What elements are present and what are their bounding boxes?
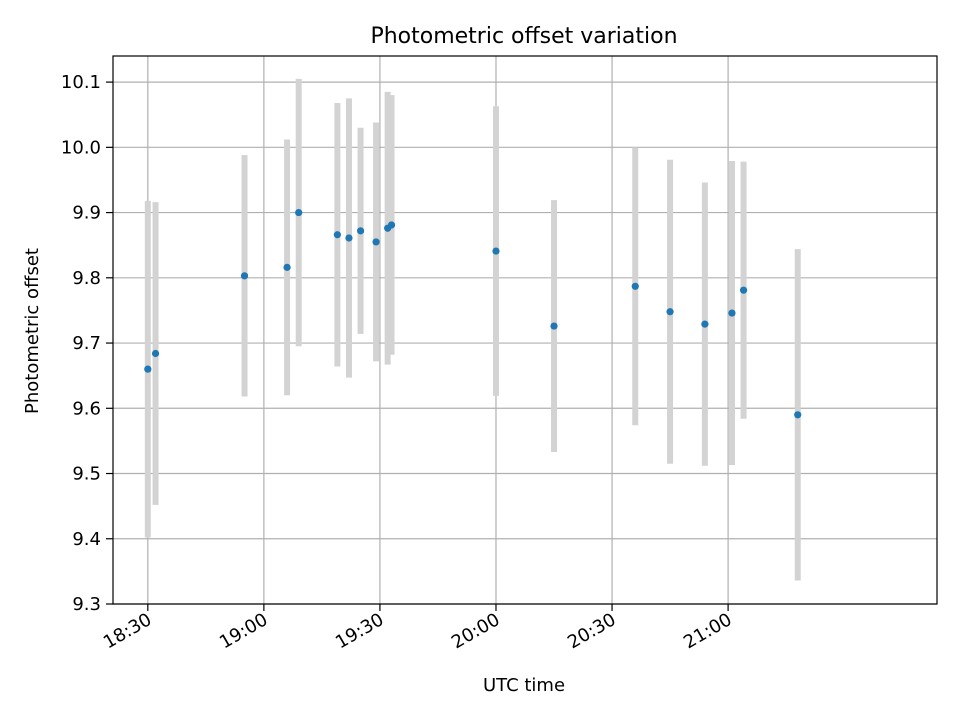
data-point — [492, 247, 500, 255]
data-point — [739, 286, 748, 294]
data-point — [550, 322, 558, 330]
y-tick-label: 9.8 — [72, 268, 101, 289]
x-tick-label: 19:00 — [216, 609, 271, 653]
data-point — [144, 365, 152, 373]
data-point — [794, 411, 802, 419]
data-point — [701, 320, 709, 328]
y-tick-label: 9.4 — [72, 529, 101, 550]
data-point — [666, 308, 674, 316]
x-tick-label: 20:30 — [564, 609, 619, 653]
data-point — [631, 282, 639, 290]
data-point — [240, 272, 249, 280]
y-tick-label: 9.5 — [72, 464, 101, 485]
data-point — [728, 309, 736, 317]
y-tick-label: 9.7 — [72, 333, 101, 354]
data-point — [387, 221, 396, 229]
y-tick-label: 9.9 — [72, 203, 101, 224]
error-bars — [144, 78, 801, 581]
x-tick-label: 18:30 — [100, 609, 155, 653]
plot-area-frame — [112, 55, 938, 605]
y-tick-label: 9.3 — [72, 594, 101, 615]
data-points — [144, 208, 802, 419]
data-point — [345, 234, 353, 242]
data-point — [151, 349, 160, 358]
data-point — [283, 263, 291, 271]
y-tick-label: 10.1 — [61, 72, 101, 93]
y-tick-label: 9.6 — [72, 398, 101, 419]
data-point — [295, 208, 303, 217]
x-tick-label: 19:30 — [332, 609, 387, 653]
x-axis-ticks: 18:30 19:00 19:30 20:00 20:30 21:00 — [100, 604, 736, 653]
y-axis-title: Photometric offset — [22, 248, 43, 414]
x-tick-label: 21:00 — [680, 609, 735, 653]
data-point — [333, 231, 341, 239]
data-point — [372, 238, 380, 246]
x-axis-title: UTC time — [483, 675, 565, 696]
chart-title: Photometric offset variation — [370, 24, 677, 49]
data-point — [356, 227, 365, 235]
grid — [113, 56, 937, 605]
x-tick-label: 20:00 — [448, 609, 503, 653]
y-axis-ticks: 9.3 9.4 9.5 9.6 9.7 9.8 9.9 10.0 10.1 — [61, 72, 113, 615]
y-tick-label: 10.0 — [61, 137, 101, 158]
